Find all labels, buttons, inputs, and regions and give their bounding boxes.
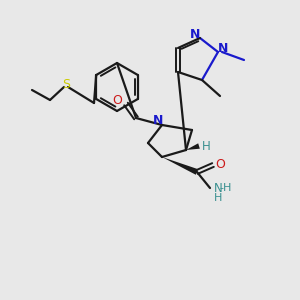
- Text: N: N: [218, 43, 228, 56]
- Text: H: H: [202, 140, 210, 152]
- Text: O: O: [112, 94, 122, 107]
- Text: -H: -H: [220, 183, 232, 193]
- Text: N: N: [153, 113, 163, 127]
- Text: O: O: [215, 158, 225, 172]
- Text: H: H: [214, 193, 222, 203]
- Polygon shape: [186, 143, 200, 150]
- Text: N: N: [214, 182, 222, 194]
- Text: N: N: [190, 28, 200, 41]
- Text: S: S: [62, 79, 70, 92]
- Polygon shape: [162, 157, 198, 175]
